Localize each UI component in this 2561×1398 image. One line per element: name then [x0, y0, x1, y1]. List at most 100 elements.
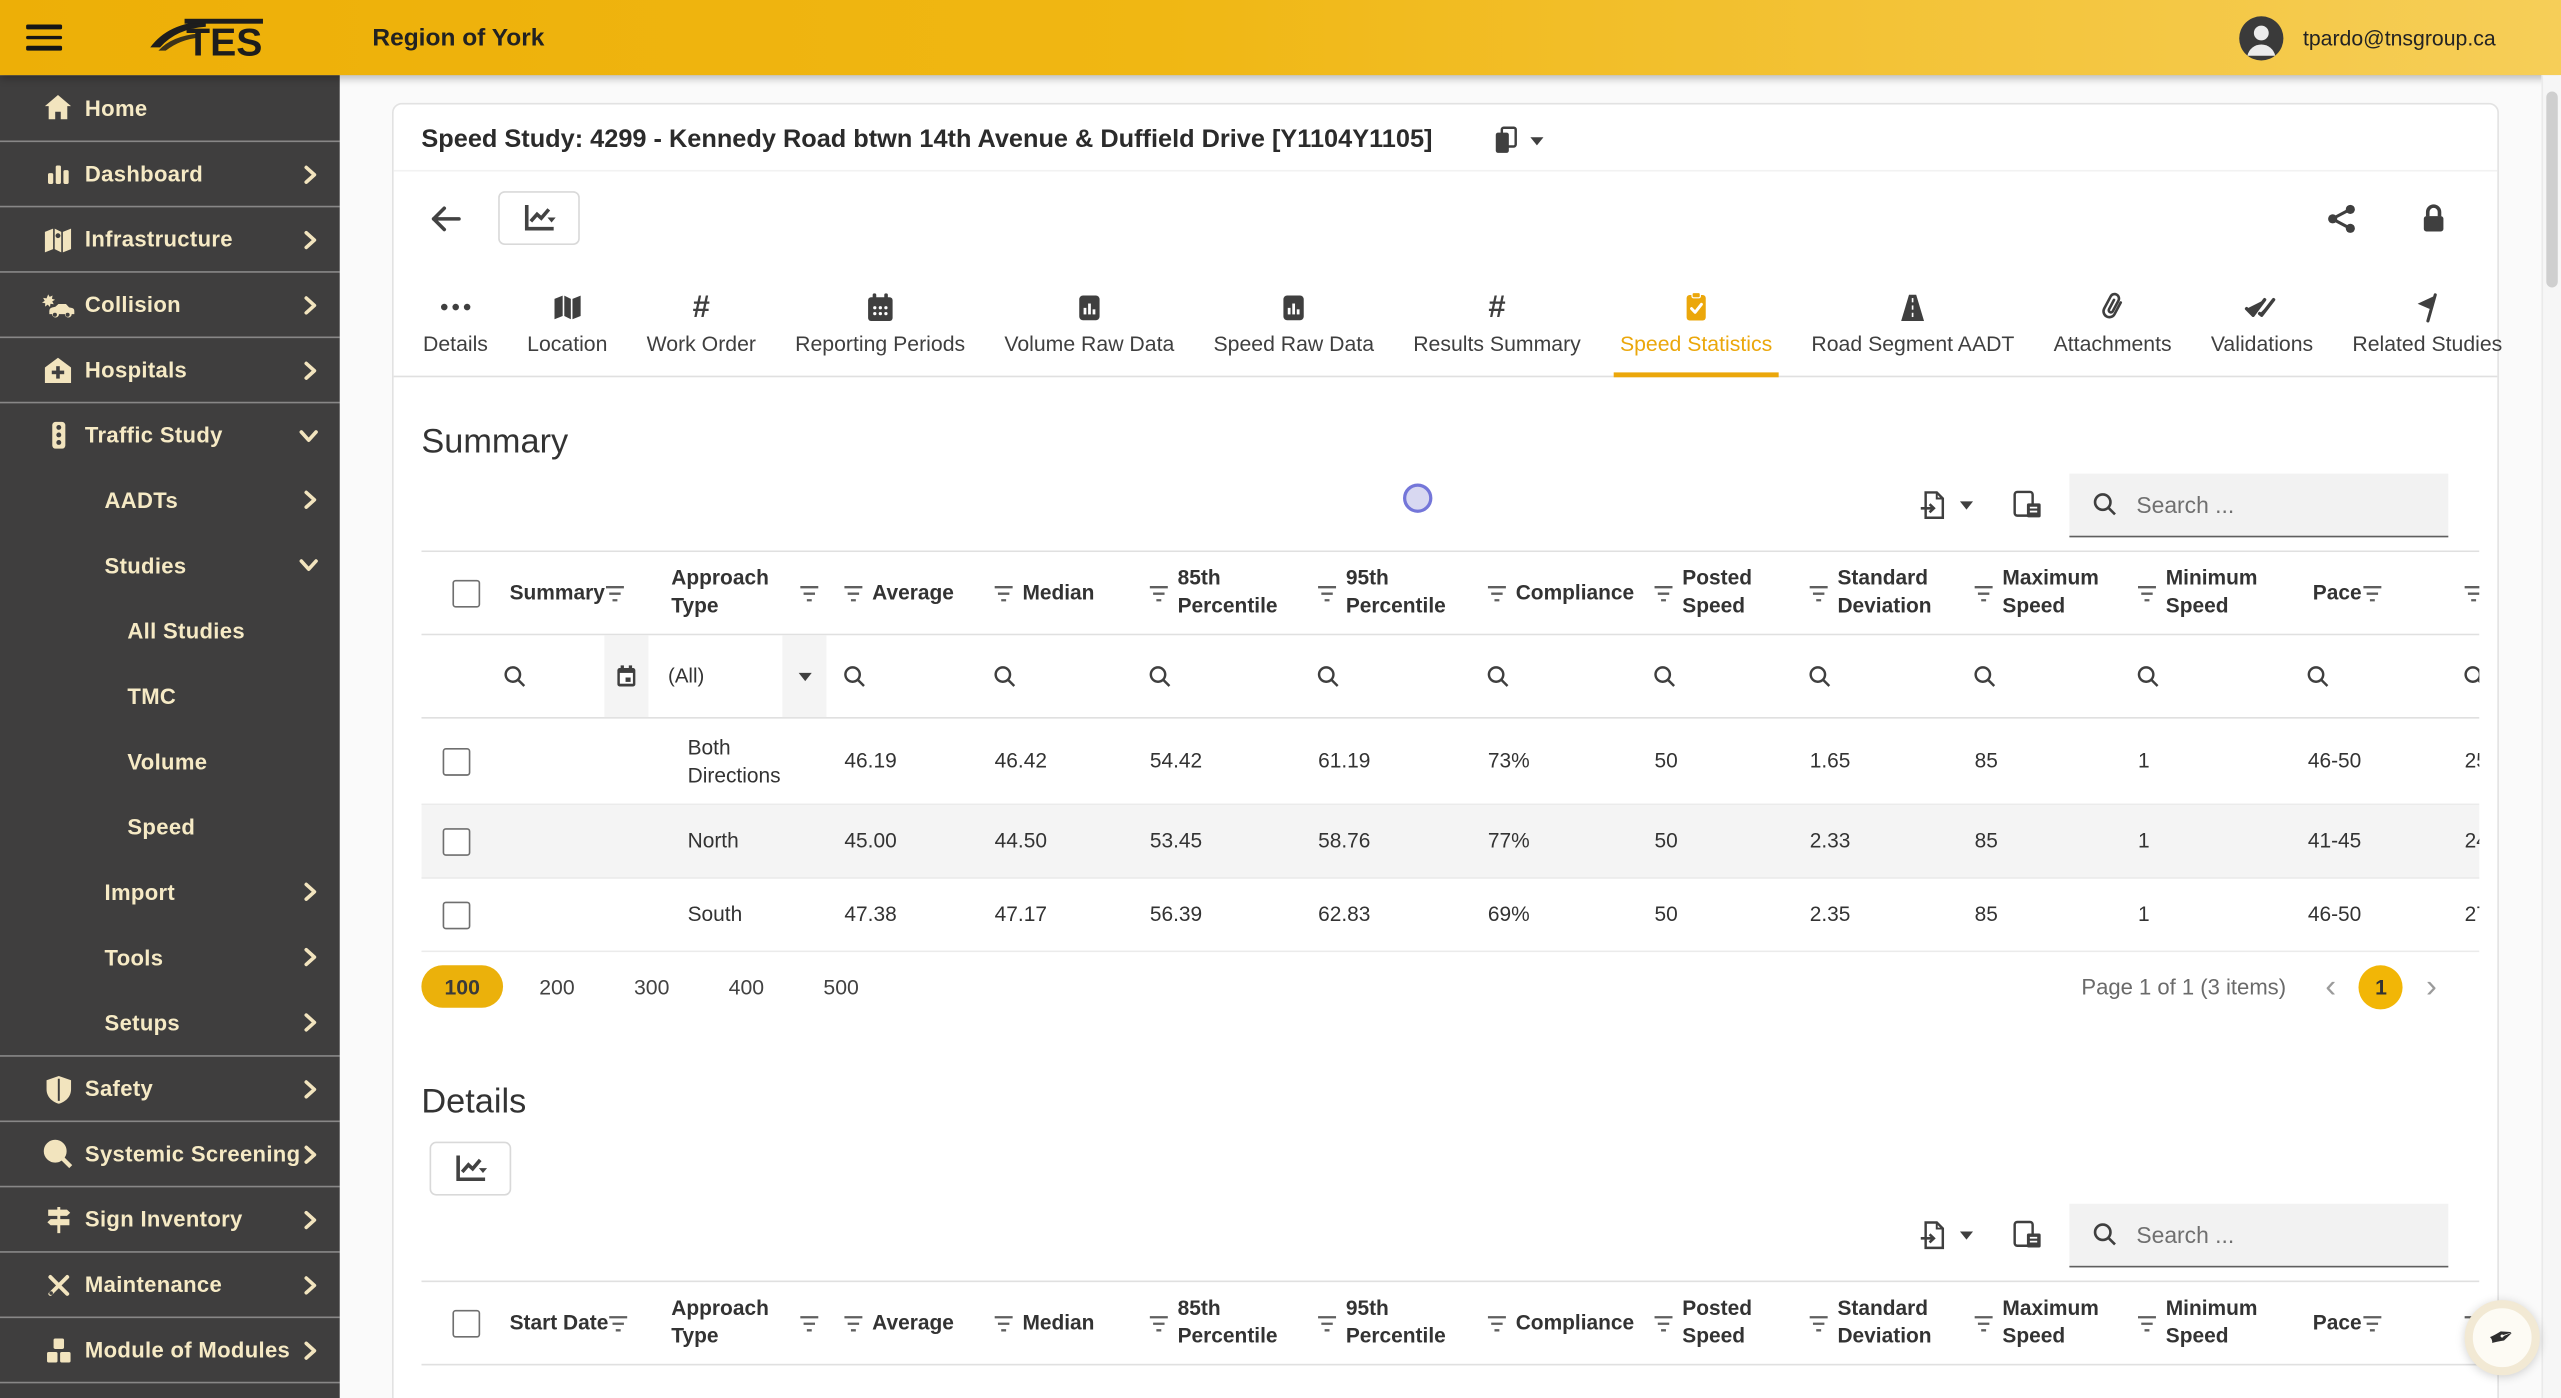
page-size-100[interactable]: 100 — [421, 965, 504, 1008]
sidebar-item-speed[interactable]: Speed — [0, 794, 340, 859]
sidebar-item-hospitals[interactable]: Hospitals — [0, 336, 340, 401]
col-pace[interactable]: Pace — [2290, 552, 2447, 634]
scrollbar-thumb[interactable] — [2546, 91, 2558, 288]
col-standard-deviation[interactable]: Standard Deviation — [1792, 552, 1957, 634]
sidebar-item-maintenance[interactable]: Maintenance — [0, 1251, 340, 1316]
filter-icon[interactable] — [843, 584, 864, 602]
filter-posted-speed[interactable] — [1637, 635, 1792, 717]
filter-approach-type[interactable]: (All) — [648, 635, 827, 718]
tab-reporting-periods[interactable]: Reporting Periods — [776, 281, 985, 376]
col-maximum-speed[interactable]: Maximum Speed — [1957, 1282, 2120, 1364]
col-approach-type[interactable]: Approach Type — [648, 552, 826, 634]
dropdown-button[interactable] — [782, 635, 827, 718]
filter-icon[interactable] — [843, 1314, 864, 1332]
sidebar-item-import[interactable]: Import — [0, 859, 340, 924]
sidebar-item-collision[interactable]: Collision — [0, 271, 340, 336]
col-compliance[interactable]: Compliance — [1470, 1282, 1637, 1364]
details-export-button[interactable] — [1919, 1219, 1974, 1250]
filter-maximum-speed[interactable] — [1957, 635, 2120, 717]
filter-icon[interactable] — [2136, 1314, 2157, 1332]
prev-page-icon[interactable]: ‹ — [2325, 968, 2337, 1005]
menu-icon[interactable] — [26, 24, 63, 51]
col-compliance[interactable]: Compliance — [1470, 552, 1637, 634]
col-median[interactable]: Median — [977, 552, 1132, 634]
next-page-icon[interactable]: › — [2425, 968, 2437, 1005]
row-checkbox[interactable] — [442, 827, 471, 856]
col-posted-speed[interactable]: Posted Speed — [1637, 552, 1792, 634]
user-email[interactable]: tpardo@tnsgroup.ca — [2302, 25, 2496, 50]
filter-icon[interactable] — [799, 584, 820, 602]
filter-icon[interactable] — [1808, 1314, 1829, 1332]
sidebar-item-dashboard[interactable]: Dashboard — [0, 140, 340, 205]
sidebar-item-systemic-screening[interactable]: Systemic Screening — [0, 1120, 340, 1185]
filter-95th[interactable] — [1300, 635, 1470, 717]
page-size-300[interactable]: 300 — [633, 974, 670, 999]
sidebar-item-tmc[interactable]: TMC — [0, 663, 340, 728]
col-maximum-speed[interactable]: Maximum Speed — [1957, 552, 2120, 634]
col-pace[interactable]: Pace — [2290, 1282, 2447, 1364]
tab-validations[interactable]: Validations — [2191, 281, 2333, 376]
sidebar-item-volume[interactable]: Volume — [0, 728, 340, 793]
filter-icon[interactable] — [1486, 1314, 1507, 1332]
summary-search-input[interactable] — [2133, 489, 2434, 519]
page-scrollbar[interactable] — [2541, 75, 2561, 1398]
filter-pace[interactable] — [2290, 635, 2447, 717]
details-search-input[interactable] — [2133, 1219, 2434, 1249]
filter-85th[interactable] — [1132, 635, 1300, 717]
filter-icon[interactable] — [608, 1314, 629, 1332]
filter-median[interactable] — [977, 635, 1132, 717]
page-size-500[interactable]: 500 — [823, 974, 859, 999]
filter-icon[interactable] — [1653, 1314, 1674, 1332]
sidebar-item-all-studies[interactable]: All Studies — [0, 598, 340, 663]
tab-attachments[interactable]: Attachments — [2034, 281, 2191, 376]
filter-icon[interactable] — [605, 584, 626, 602]
user-avatar-icon[interactable] — [2238, 14, 2285, 61]
details-chart-button[interactable] — [429, 1141, 512, 1196]
col-95th-percentile[interactable]: 95th Percentile — [1300, 1282, 1470, 1364]
filter-icon[interactable] — [2136, 584, 2157, 602]
lock-button[interactable] — [2419, 203, 2448, 234]
column-chooser-button[interactable] — [2012, 490, 2043, 519]
select-all-checkbox[interactable] — [452, 579, 481, 607]
tab-speed-raw-data[interactable]: Speed Raw Data — [1194, 281, 1394, 376]
col-85th-percentile[interactable]: 85th Percentile — [1132, 552, 1300, 634]
col-95th-percentile[interactable]: 95th Percentile — [1300, 552, 1470, 634]
tab-road-segment-aadt[interactable]: Road Segment AADT — [1792, 281, 2034, 376]
filter-icon[interactable] — [993, 584, 1014, 602]
sidebar-item-safety[interactable]: Safety — [0, 1055, 340, 1120]
sidebar-item-aadts[interactable]: AADTs — [0, 467, 340, 532]
tab-related-studies[interactable]: Related Studies — [2333, 281, 2522, 376]
sidebar-item-module-of-modules[interactable]: Module of Modules — [0, 1316, 340, 1381]
col-average[interactable]: Average — [826, 1282, 976, 1364]
col-minimum-speed[interactable]: Minimum Speed — [2120, 552, 2290, 634]
tab-details[interactable]: Details — [403, 281, 507, 376]
current-page-button[interactable]: 1 — [2359, 964, 2404, 1009]
share-button[interactable] — [2327, 203, 2356, 233]
tab-results-summary[interactable]: # Results Summary — [1413, 289, 1581, 357]
filter-icon[interactable] — [1486, 584, 1507, 602]
filter-pace-percentage[interactable] — [2447, 635, 2480, 717]
details-column-chooser-button[interactable] — [2012, 1220, 2043, 1249]
filter-icon[interactable] — [2463, 584, 2480, 602]
back-button[interactable] — [430, 203, 463, 232]
filter-icon[interactable] — [2362, 584, 2383, 602]
row-checkbox[interactable] — [442, 900, 471, 929]
col-minimum-speed[interactable]: Minimum Speed — [2120, 1282, 2290, 1364]
col-start-date[interactable]: Start Date — [487, 1282, 649, 1364]
tab-work-order[interactable]: # Work Order — [646, 289, 756, 357]
date-filter-button[interactable] — [604, 635, 649, 718]
filter-summary[interactable] — [487, 635, 649, 718]
page-size-200[interactable]: 200 — [539, 974, 575, 999]
sidebar-item-studies[interactable]: Studies — [0, 532, 340, 597]
filter-icon[interactable] — [1148, 1314, 1169, 1332]
filter-icon[interactable] — [1973, 584, 1994, 602]
sidebar-item-setups[interactable]: Setups — [0, 990, 340, 1055]
sidebar-item-sign-inventory[interactable]: Sign Inventory — [0, 1185, 340, 1251]
sidebar-item-infrastructure[interactable]: Infrastructure — [0, 205, 340, 271]
page-size-400[interactable]: 400 — [728, 974, 765, 999]
filter-icon[interactable] — [2362, 1314, 2383, 1332]
assistant-fab-button[interactable]: ✒ — [2464, 1300, 2540, 1376]
col-pace-percentage[interactable]: Pace Percentage — [2447, 552, 2480, 634]
filter-icon[interactable] — [1973, 1314, 1994, 1332]
filter-icon[interactable] — [1148, 584, 1169, 602]
